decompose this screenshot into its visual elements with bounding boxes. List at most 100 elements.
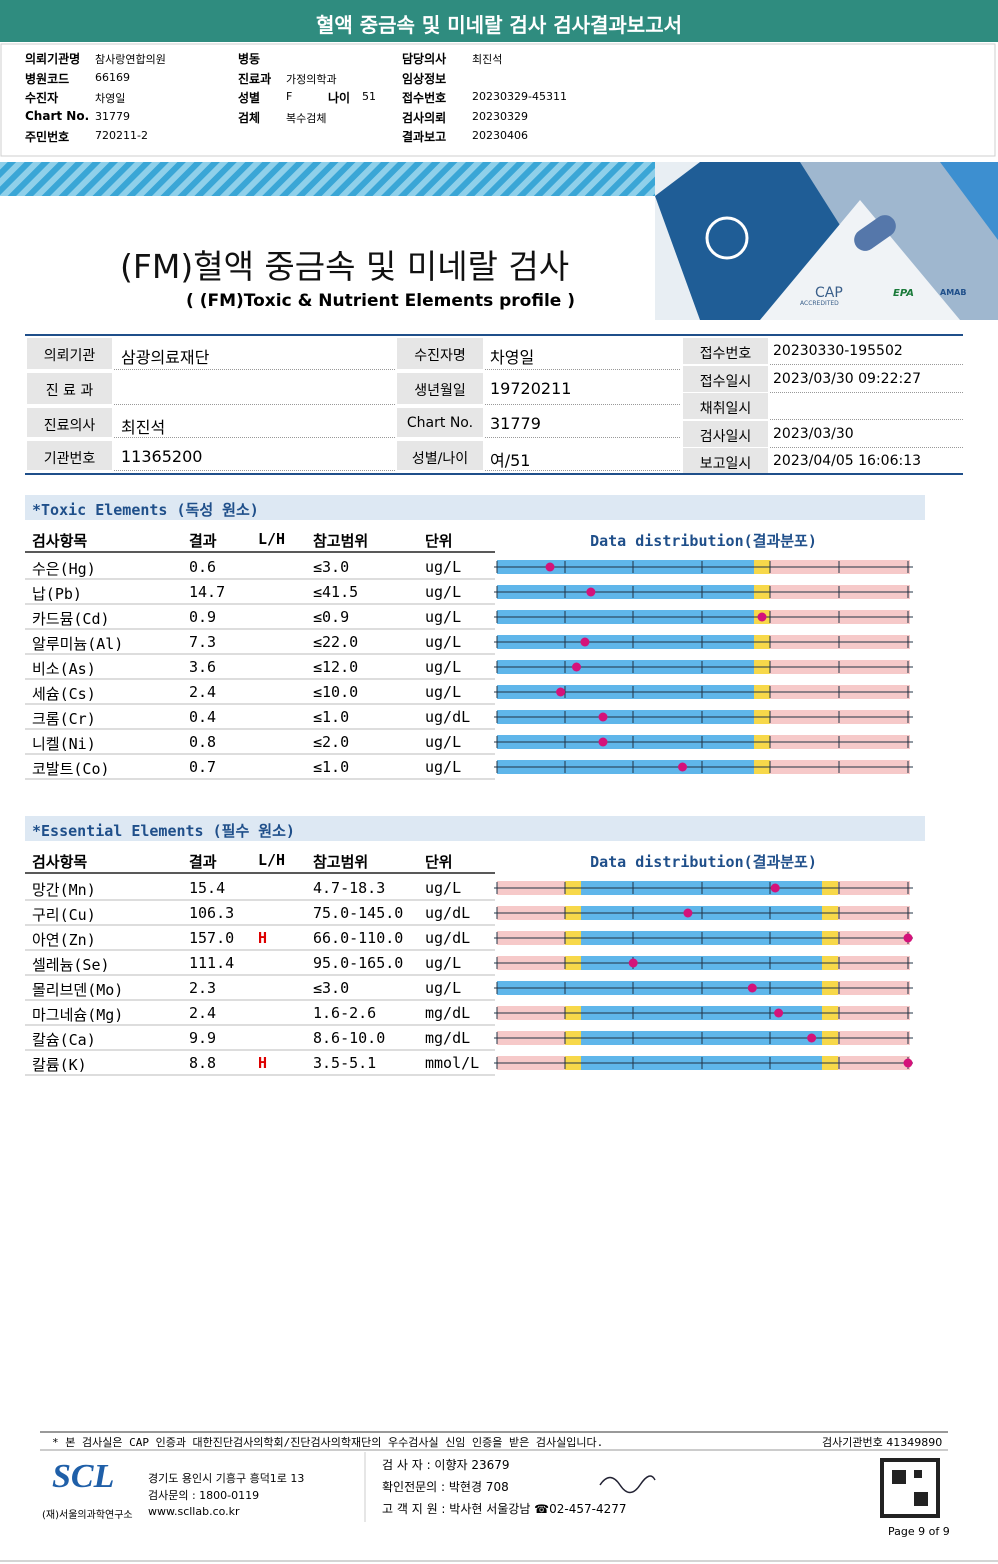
cell-unit: ug/L	[425, 583, 462, 601]
patient-label: 검사일시	[699, 428, 752, 445]
cell-result: 106.3	[189, 904, 235, 922]
cell-item: 아연(Zn)	[32, 931, 96, 949]
value-cell	[485, 441, 680, 471]
patient-value: 2023/03/30 09:22:27	[773, 370, 922, 387]
result-dot	[556, 687, 566, 697]
result-dot	[903, 1058, 913, 1068]
cell-unit: ug/dL	[425, 708, 471, 726]
cell-unit: ug/dL	[425, 904, 471, 922]
label-cell	[27, 408, 112, 437]
cell-range: ≤10.0	[313, 683, 359, 701]
cell-item: 마그네슘(Mg)	[32, 1006, 124, 1024]
result-dot	[572, 662, 581, 672]
req-value: 차영일	[95, 92, 126, 105]
req-label: 병동	[238, 52, 261, 66]
cell-item: 납(Pb)	[32, 585, 82, 603]
cell-result: 0.9	[189, 608, 217, 626]
cell-unit: ug/L	[425, 608, 462, 626]
req-label: 수진자	[25, 91, 59, 105]
cell-unit: ug/L	[425, 954, 462, 972]
req-label: 검사의뢰	[402, 110, 447, 125]
result-dot	[774, 1008, 784, 1018]
cell-unit: ug/L	[425, 658, 462, 676]
label-cell	[397, 373, 483, 404]
banner-subtitle: ( (FM)Toxic & Nutrient Elements profile …	[186, 291, 576, 311]
cell-result: 8.8	[189, 1054, 217, 1072]
value-cell	[770, 421, 963, 448]
logo-text: ACCREDITED	[800, 300, 839, 307]
cell-item: 셀레늄(Se)	[32, 956, 110, 974]
cell-range: ≤3.0	[313, 558, 350, 576]
cell-result: 0.4	[189, 708, 217, 726]
cell-range: 1.6-2.6	[313, 1004, 377, 1022]
label-cell	[683, 365, 768, 392]
value-cell	[770, 366, 963, 393]
staff: 고 객 지 원 : 박사현 서울강남 ☎02-457-4277	[382, 1502, 627, 1516]
logo-text: EPA	[893, 288, 914, 299]
column-header: 단위	[425, 532, 453, 550]
qr-code	[914, 1492, 928, 1506]
req-label: 담당의사	[402, 52, 447, 66]
req-value: 51	[362, 90, 376, 103]
result-dot	[628, 958, 638, 968]
section-title: *Essential Elements (필수 원소)	[32, 822, 295, 840]
banner-title: (FM)혈액 중금속 및 미네랄 검사	[120, 247, 570, 286]
patient-value: 31779	[490, 414, 541, 433]
value-cell	[114, 408, 395, 438]
section-title-bar	[25, 495, 925, 520]
result-dot	[580, 637, 590, 647]
cell-item: 카드뮴(Cd)	[32, 610, 110, 628]
patient-label: 진 료 과	[45, 383, 94, 399]
result-dot	[807, 1033, 817, 1043]
value-cell	[485, 408, 680, 438]
req-value: 66169	[95, 70, 130, 84]
cell-unit: mg/dL	[425, 1029, 471, 1047]
cell-flag: H	[258, 929, 268, 947]
org: (재)서울의과학연구소	[42, 1510, 133, 1521]
cell-range: ≤1.0	[313, 708, 350, 726]
institution-no: 검사기관번호 41349890	[822, 1436, 943, 1449]
req-label: 의뢰기관명	[25, 52, 81, 66]
cell-range: 95.0-165.0	[313, 954, 404, 972]
req-label: Chart No.	[25, 108, 90, 123]
label-cell	[27, 338, 112, 369]
req-label: 진료과	[238, 71, 272, 86]
qr-code	[892, 1470, 906, 1484]
req-value: 참사랑연합의원	[95, 53, 166, 66]
staff: 확인전문의 : 박현경 708	[382, 1480, 509, 1494]
patient-value: 19720211	[490, 379, 572, 398]
cell-item: 망간(Mn)	[32, 881, 96, 899]
inquiry: 검사문의 : 1800-0119	[148, 1489, 260, 1502]
header-bar	[0, 0, 998, 42]
cell-range: ≤2.0	[313, 733, 350, 751]
signature	[599, 1475, 656, 1494]
brain-icon	[705, 216, 749, 260]
req-value: 가정의학과	[286, 72, 337, 86]
req-value: 20230329-45311	[472, 90, 567, 103]
req-value: 720211-2	[95, 129, 148, 142]
value-cell	[114, 373, 395, 405]
page-number: Page 9 of 9	[888, 1525, 950, 1538]
cell-unit: ug/L	[425, 979, 462, 997]
cell-range: ≤12.0	[313, 658, 359, 676]
qr-code	[914, 1470, 922, 1478]
cell-item: 칼슘(Ca)	[32, 1031, 96, 1049]
column-header: 검사항목	[32, 532, 88, 550]
cell-unit: ug/dL	[425, 929, 471, 947]
label-cell	[683, 420, 768, 447]
label-cell	[27, 441, 112, 470]
banner-art	[760, 200, 960, 320]
banner-art	[800, 162, 998, 320]
result-dot	[586, 587, 596, 597]
value-cell	[485, 373, 680, 405]
cell-item: 비소(As)	[32, 660, 96, 678]
req-label: 병원코드	[25, 71, 70, 86]
cell-result: 0.6	[189, 558, 217, 576]
label-cell	[683, 393, 768, 419]
req-label: 접수번호	[402, 91, 447, 105]
cell-range: 8.6-10.0	[313, 1029, 386, 1047]
cell-item: 수은(Hg)	[32, 560, 96, 578]
header-title: 혈액 중금속 및 미네랄 검사 검사결과보고서	[315, 13, 682, 37]
cell-item: 세슘(Cs)	[32, 685, 96, 703]
patient-value: 여/51	[490, 451, 531, 470]
